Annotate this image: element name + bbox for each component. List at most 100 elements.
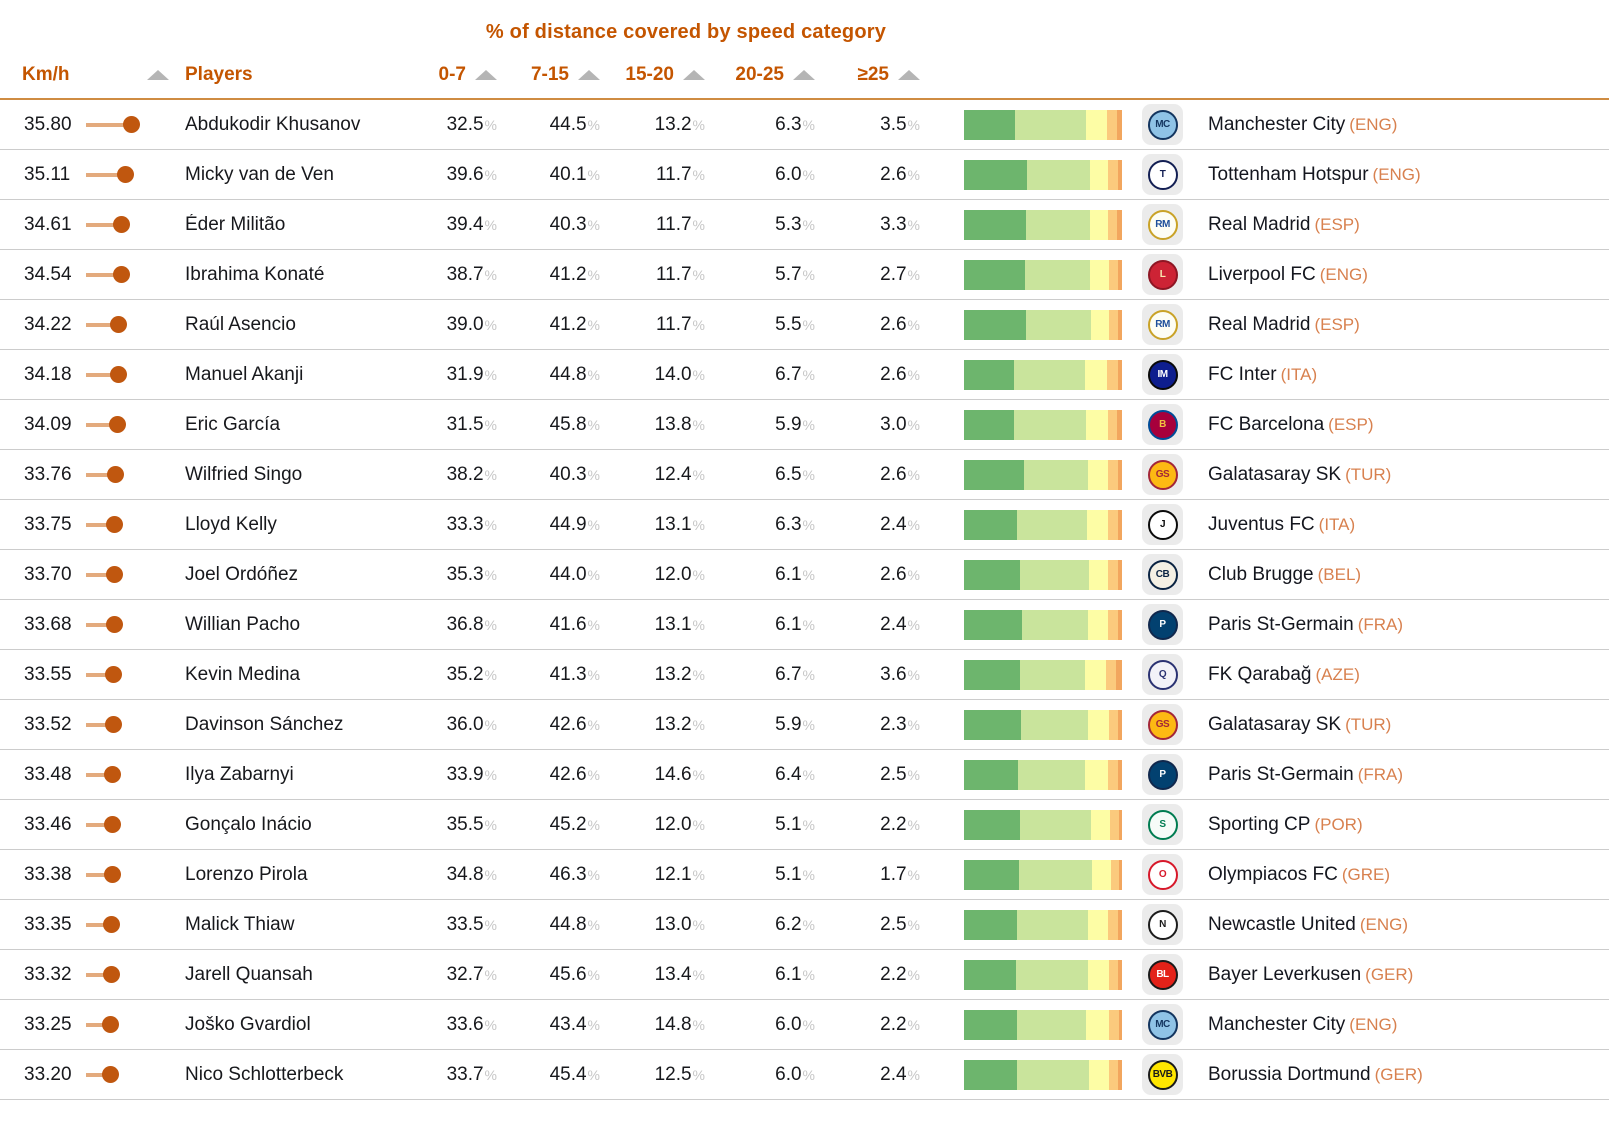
column-header-7-15[interactable]: 7-15: [497, 64, 600, 86]
percent-sign: %: [587, 216, 600, 233]
percent-value: 39.0%: [425, 314, 497, 336]
percent-number: 11.7: [655, 213, 692, 235]
bar-segment-7-15: [1013, 409, 1087, 440]
percent-sign: %: [802, 566, 815, 583]
percent-value: 2.5%: [815, 914, 920, 936]
club-country: (FRA): [1357, 764, 1404, 784]
bar-segment-20-25: [1109, 309, 1118, 340]
percent-value: 39.4%: [425, 214, 497, 236]
sort-up-icon-7-15[interactable]: [578, 70, 600, 80]
percent-value: 2.2%: [815, 814, 920, 836]
percent-sign: %: [802, 866, 815, 883]
bar-segment-20-25: [1107, 759, 1118, 790]
bar-segment-0-7: [964, 109, 1016, 140]
sort-up-icon-kmh[interactable]: [147, 70, 169, 80]
percent-sign: %: [802, 166, 815, 183]
speed-distribution-bar: [964, 309, 1122, 340]
bar-segment-≥25: [1117, 359, 1122, 390]
percent-value: 38.7%: [425, 264, 497, 286]
bar-segment-15-20: [1085, 1009, 1109, 1040]
percent-value: 6.5%: [705, 464, 815, 486]
speed-lollipop: [78, 150, 185, 199]
club-name: Liverpool FC: [1208, 263, 1316, 285]
lollipop-dot: [109, 365, 127, 383]
club-crest-icon: P: [1147, 609, 1178, 640]
percent-number: 11.7: [655, 263, 692, 285]
percent-number: 2.2: [880, 813, 907, 835]
bar-segment-15-20: [1084, 759, 1108, 790]
speed-distribution-bar: [964, 209, 1122, 240]
percent-value: 5.1%: [705, 814, 815, 836]
club-logo: BL: [1142, 954, 1183, 995]
club-cell: Real Madrid (ESP): [1195, 214, 1609, 236]
club-country: (ENG): [1349, 1014, 1398, 1034]
sort-up-icon-20-25[interactable]: [793, 70, 815, 80]
column-header-15-20[interactable]: 15-20: [600, 64, 705, 86]
club-name: Olympiacos FC: [1208, 863, 1338, 885]
bar-segment-7-15: [1014, 359, 1086, 390]
percent-number: 2.2: [880, 963, 907, 985]
speed-distribution-bar-cell: [920, 109, 1142, 140]
percent-number: 6.2: [775, 913, 802, 935]
percent-number: 31.5: [446, 413, 484, 435]
speed-lollipop: [78, 750, 185, 799]
table-row: 33.68 Willian Pacho 36.8% 41.6% 13.1% 6.1% 2.4…: [0, 600, 1609, 650]
bar-segment-20-25: [1108, 609, 1119, 640]
speed-distribution-bar-cell: [920, 309, 1142, 340]
speed-lollipop: [78, 400, 185, 449]
percent-number: 41.2: [549, 313, 587, 335]
column-header-players[interactable]: Players: [185, 64, 425, 86]
sort-up-icon-0-7[interactable]: [475, 70, 497, 80]
table-row: 33.25 Joško Gvardiol 33.6% 43.4% 14.8% 6.0% 2.…: [0, 1000, 1609, 1050]
lollipop-dot: [102, 1015, 120, 1033]
players-header-label: Players: [185, 64, 253, 85]
lollipop-dot: [110, 315, 128, 333]
speed-distribution-bar: [964, 809, 1122, 840]
bar-segment-20-25: [1107, 359, 1118, 390]
percent-number: 12.5: [654, 1063, 692, 1085]
club-name: FC Inter: [1208, 363, 1277, 385]
percent-number: 2.2: [880, 1013, 907, 1035]
kmh-value: 33.48: [24, 763, 72, 785]
percent-sign: %: [484, 116, 497, 133]
kmh-value: 33.32: [24, 963, 72, 985]
percent-sign: %: [692, 916, 705, 933]
percent-number: 44.0: [549, 563, 587, 585]
club-country: (GRE): [1341, 864, 1391, 884]
table-row: 33.75 Lloyd Kelly 33.3% 44.9% 13.1% 6.3% 2.4% J…: [0, 500, 1609, 550]
percent-number: 5.9: [775, 413, 802, 435]
lollipop-line: [86, 715, 122, 733]
percent-number: 5.3: [775, 213, 802, 235]
bar-segment-15-20: [1086, 409, 1108, 440]
player-name: Ibrahima Konaté: [185, 263, 325, 285]
lollipop-dot: [104, 665, 122, 683]
column-header-20-25[interactable]: 20-25: [705, 64, 815, 86]
speed-distribution-bar: [964, 659, 1122, 690]
percent-value: 40.1%: [497, 164, 600, 186]
speed-lollipop: [78, 900, 185, 949]
speed-distribution-bar-cell: [920, 1059, 1142, 1090]
club-crest-icon: J: [1147, 509, 1178, 540]
kmh-value: 34.09: [24, 413, 72, 435]
percent-number: 3.0: [880, 413, 907, 435]
percent-number: 35.5: [446, 813, 484, 835]
club-name: FC Barcelona: [1208, 413, 1325, 435]
column-header-≥25[interactable]: ≥25: [815, 64, 920, 86]
club-logo-cell: RM: [1142, 304, 1195, 345]
lollipop-dot: [103, 915, 121, 933]
sort-up-icon-≥25[interactable]: [898, 70, 920, 80]
club-crest-icon: CB: [1147, 559, 1178, 590]
percent-value: 41.3%: [497, 664, 600, 686]
bar-segment-0-7: [964, 659, 1020, 690]
column-header-0-7[interactable]: 0-7: [425, 64, 497, 86]
table-row: 33.38 Lorenzo Pirola 34.8% 46.3% 12.1% 5.1% 1.…: [0, 850, 1609, 900]
percent-sign: %: [692, 516, 705, 533]
lollipop-dot: [103, 965, 120, 983]
table-row: 33.70 Joel Ordóñez 35.3% 44.0% 12.0% 6.1% 2.6%…: [0, 550, 1609, 600]
percent-number: 40.3: [549, 463, 587, 485]
percent-sign: %: [587, 116, 600, 133]
sort-up-icon-15-20[interactable]: [683, 70, 705, 80]
percent-number: 6.5: [775, 463, 802, 485]
column-header-kmh[interactable]: Km/h: [0, 64, 185, 86]
percent-number: 33.7: [446, 1063, 484, 1085]
